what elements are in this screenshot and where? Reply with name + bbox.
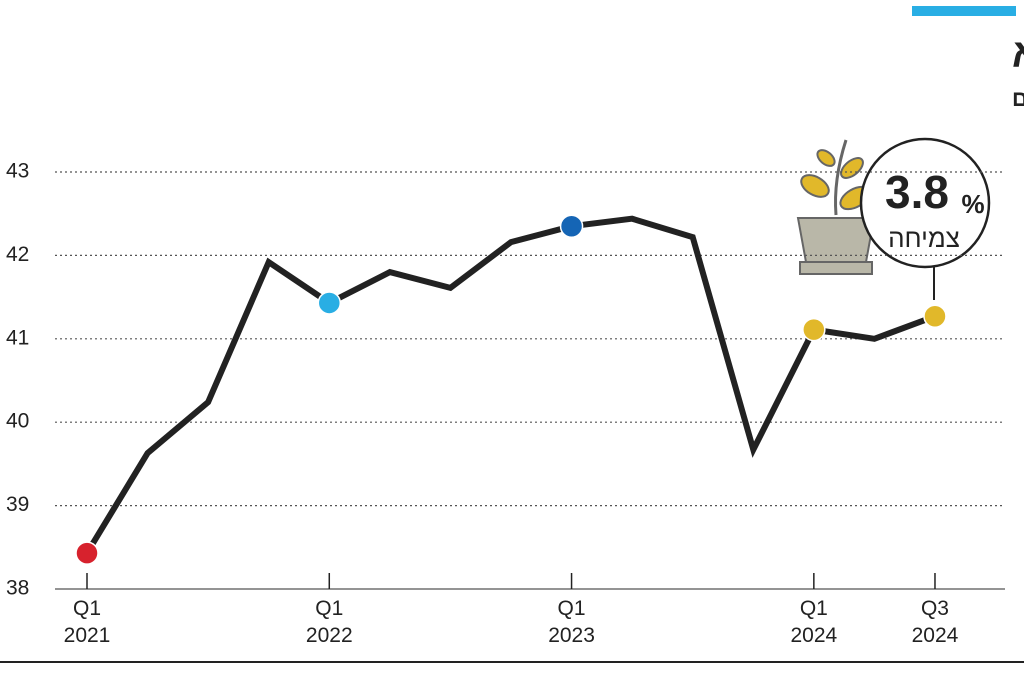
x-tick-label: Q3 2024 bbox=[911, 597, 959, 647]
highlight-point bbox=[802, 317, 826, 342]
highlight-point bbox=[923, 304, 947, 329]
highlight-point bbox=[559, 214, 584, 238]
y-tick-label: 41 bbox=[6, 326, 29, 349]
y-tick-label: 38 bbox=[6, 577, 29, 600]
y-tick-label: 42 bbox=[6, 243, 29, 266]
x-tick-label: Q1 2024 bbox=[790, 597, 838, 647]
y-tick-label: 43 bbox=[6, 160, 29, 183]
accent-bar bbox=[912, 6, 1016, 16]
y-tick-label: 40 bbox=[6, 410, 29, 433]
data-line bbox=[84, 215, 937, 555]
y-tick-label: 39 bbox=[6, 493, 29, 516]
plant-icon bbox=[796, 139, 876, 275]
highlight-point bbox=[75, 541, 99, 565]
x-tick-label: Q1 2022 bbox=[305, 597, 353, 647]
annotation-label: צמיחה bbox=[888, 223, 960, 253]
annotation-circle bbox=[859, 137, 991, 269]
x-tick-label: Q1 2021 bbox=[63, 597, 111, 647]
x-tick-label: Q1 2023 bbox=[548, 597, 595, 647]
chart-title: הצמיחה מתאוששת אך רחוקה מהשיא bbox=[1012, 32, 1024, 76]
annotation-unit: % bbox=[961, 189, 984, 219]
annotation-value: 3.8 bbox=[885, 166, 949, 218]
chart-subtitle: תוצר מקומי גולמי לנפש, נתונים מנוכי עונת… bbox=[1012, 86, 1024, 111]
highlight-point bbox=[317, 291, 342, 315]
